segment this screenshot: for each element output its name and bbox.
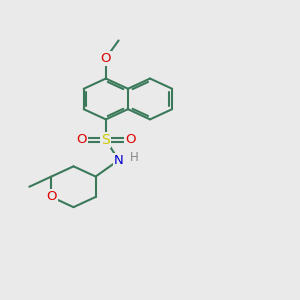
Text: N: N xyxy=(114,154,124,167)
Text: O: O xyxy=(125,133,135,146)
Text: H: H xyxy=(130,151,138,164)
Text: O: O xyxy=(100,52,111,64)
Text: O: O xyxy=(76,133,87,146)
Text: O: O xyxy=(46,190,57,203)
Text: S: S xyxy=(101,133,110,147)
